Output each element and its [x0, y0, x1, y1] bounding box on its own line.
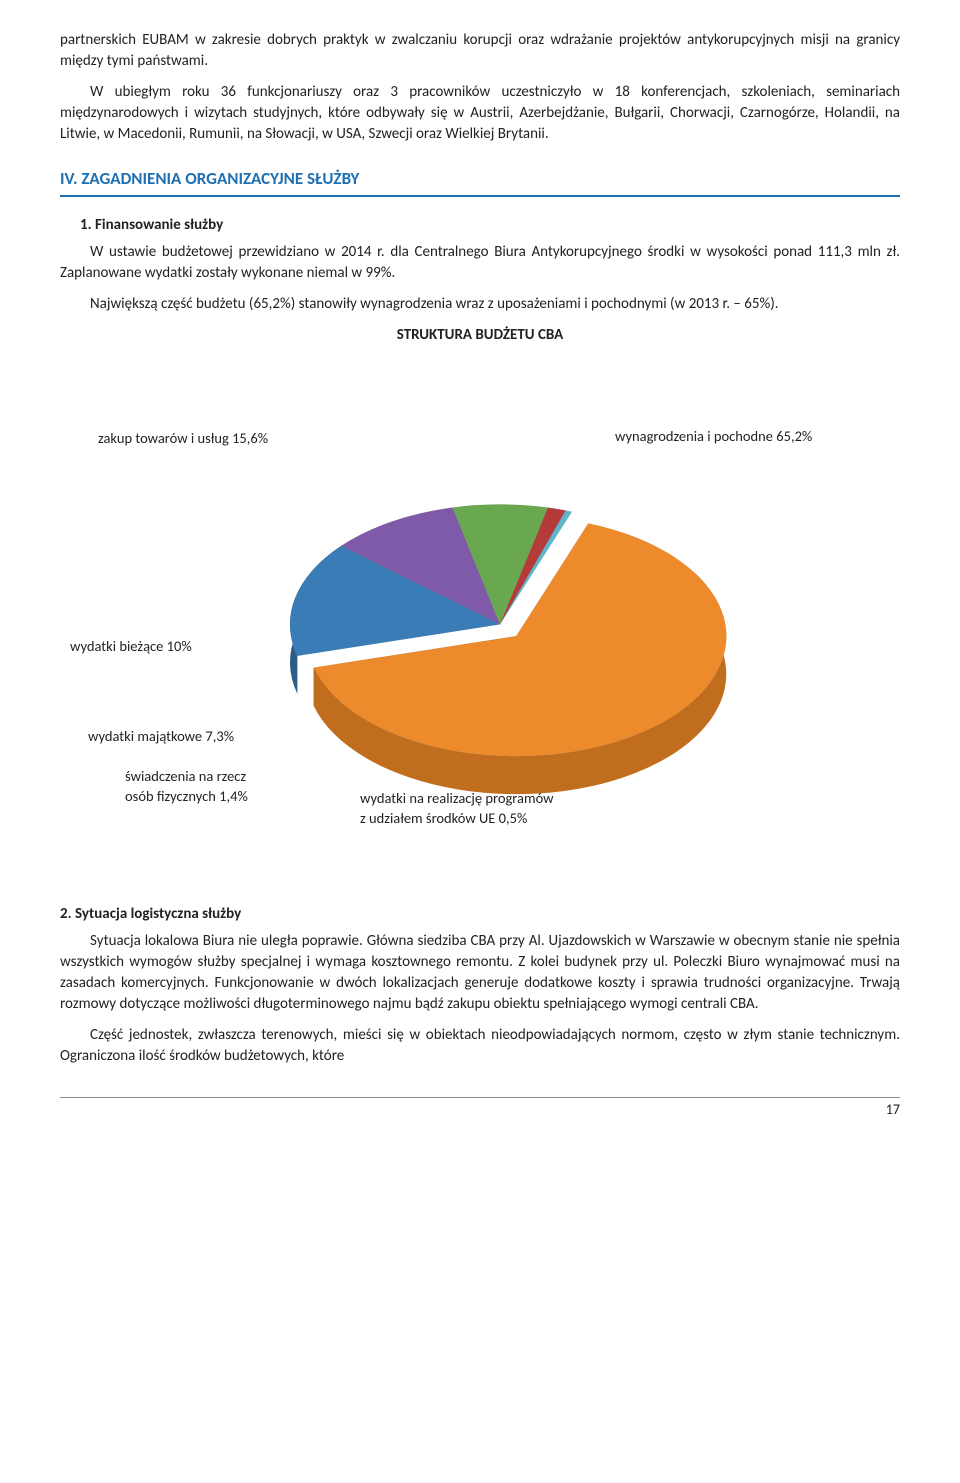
chart-title: STRUKTURA BUDŻETU CBA	[60, 325, 900, 346]
pie-label-2: wydatki bieżące 10%	[70, 636, 192, 656]
footer-divider	[60, 1097, 900, 1098]
sub1-para2: Największą część budżetu (65,2%) stanowi…	[60, 294, 900, 315]
pie-chart-svg	[170, 424, 790, 844]
section-4-title: IV. ZAGADNIENIA ORGANIZACYJNE SŁUŻBY	[60, 167, 900, 197]
pie-label-4-line2: osób fizycznych 1,4%	[125, 787, 248, 805]
sub2-para1: Sytuacja lokalowa Biura nie uległa popra…	[60, 931, 900, 1015]
pie-label-5-line1: wydatki na realizację programów	[360, 789, 554, 807]
budget-pie-chart: wynagrodzenia i pochodne 65,2% zakup tow…	[70, 366, 890, 886]
pie-label-5-line2: z udziałem środków UE 0,5%	[360, 809, 527, 827]
page-number: 17	[60, 1100, 900, 1120]
sub1-para1: W ustawie budżetowej przewidziano w 2014…	[60, 242, 900, 284]
pie-label-3: wydatki majątkowe 7,3%	[88, 726, 234, 746]
sub2-para2: Część jednostek, zwłaszcza terenowych, m…	[60, 1025, 900, 1067]
pie-label-5: wydatki na realizację programów z udział…	[360, 788, 554, 829]
subsection-1-title: 1. Finansowanie służby	[80, 215, 900, 236]
pie-label-1: zakup towarów i usług 15,6%	[98, 428, 268, 448]
paragraph-1: partnerskich EUBAM w zakresie dobrych pr…	[60, 30, 900, 72]
subsection-2-title: 2. Sytuacja logistyczna służby	[60, 904, 900, 925]
pie-label-4: świadczenia na rzecz osób fizycznych 1,4…	[125, 766, 248, 807]
pie-label-4-line1: świadczenia na rzecz	[125, 767, 246, 785]
paragraph-2: W ubiegłym roku 36 funkcjonariuszy oraz …	[60, 82, 900, 145]
pie-label-0: wynagrodzenia i pochodne 65,2%	[615, 426, 812, 446]
